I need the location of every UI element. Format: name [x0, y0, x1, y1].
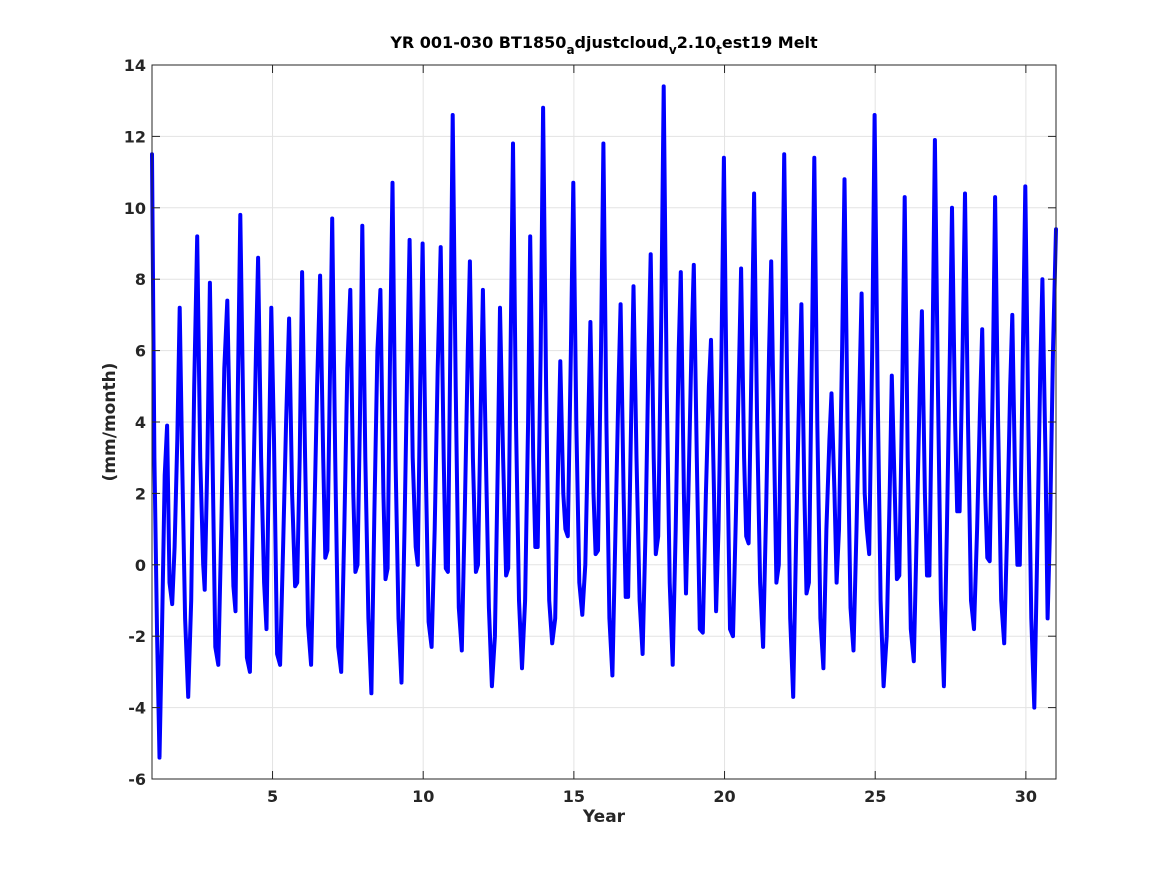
- y-tick-label: -2: [128, 627, 146, 646]
- x-tick-label: 25: [864, 787, 886, 806]
- y-tick-label: 6: [135, 342, 146, 361]
- y-tick-label: 12: [124, 127, 146, 146]
- tick-marks: [152, 64, 1056, 780]
- chart-title: YR 001-030 BT1850adjustcloudv2.10test19 …: [389, 33, 818, 57]
- chart-title-segment: 2.10: [677, 33, 716, 52]
- y-tick-label: -6: [128, 770, 146, 789]
- y-tick-label: 14: [124, 56, 146, 75]
- chart-title-subscript: a: [566, 43, 574, 57]
- y-tick-label: 4: [135, 413, 146, 432]
- y-axis-title: (mm/month): [100, 363, 120, 482]
- x-axis-title: Year: [582, 807, 626, 827]
- chart-title-segment: est19 Melt: [722, 33, 818, 52]
- y-tick-label: 2: [135, 484, 146, 503]
- x-tick-label: 10: [412, 787, 434, 806]
- y-tick-label: -4: [128, 699, 146, 718]
- chart-title-segment: YR 001-030 BT1850: [389, 33, 566, 52]
- y-tick-label: 0: [135, 556, 146, 575]
- x-tick-label: 20: [713, 787, 735, 806]
- series-layer: [150, 84, 1058, 760]
- x-tick-label: 15: [563, 787, 585, 806]
- x-tick-label: 30: [1015, 787, 1037, 806]
- series-line-0: [150, 84, 1058, 760]
- chart-title-subscript: v: [669, 43, 677, 57]
- x-tick-labels: 5 10 15 20 25 30: [267, 787, 1037, 806]
- chart-title-segment: djustcloud: [575, 33, 669, 52]
- x-tick-label: 5: [267, 787, 278, 806]
- chart-title-subscript: t: [716, 43, 722, 57]
- y-tick-labels: -6 -4 -2 0 2 4 6 8 10 12 14: [124, 56, 146, 789]
- y-tick-label: 8: [135, 270, 146, 289]
- y-tick-label: 10: [124, 199, 146, 218]
